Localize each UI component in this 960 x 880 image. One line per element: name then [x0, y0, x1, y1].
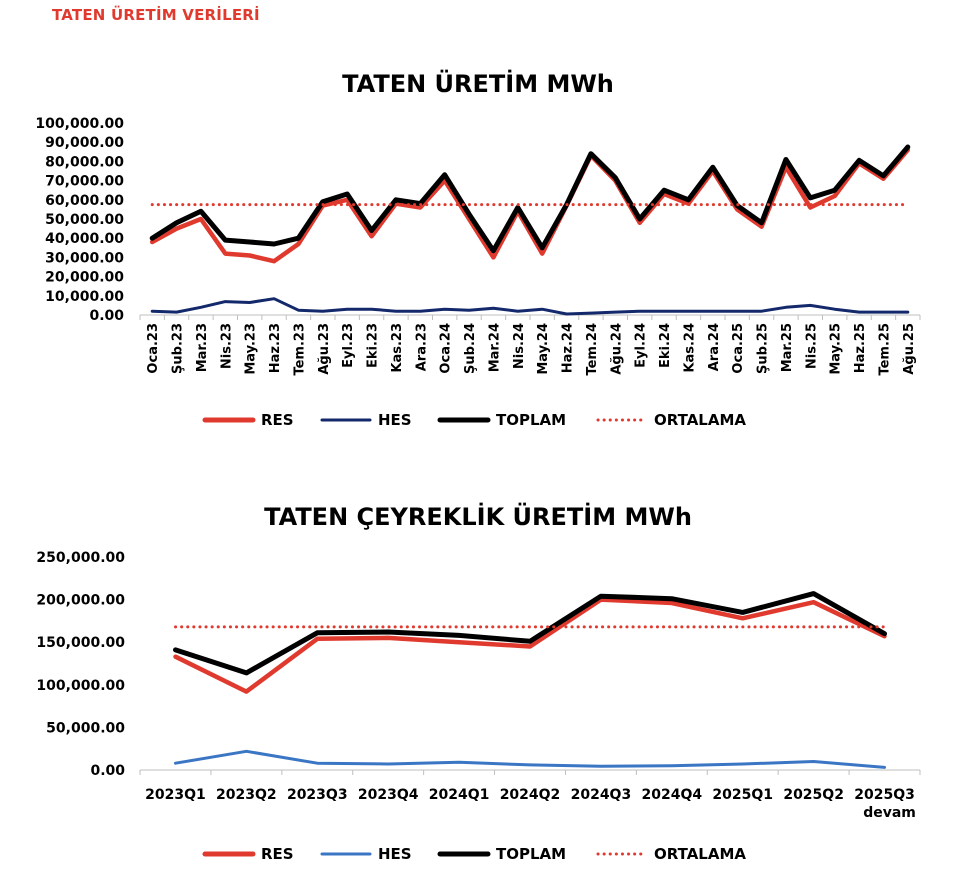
page-header: TATEN ÜRETİM VERİLERİ [52, 6, 260, 24]
x-tick-label: Oca.25 [731, 323, 746, 374]
y-tick-label: 10,000.00 [45, 289, 124, 305]
y-tick-label: 100,000.00 [36, 678, 125, 694]
x-tick-label: Oca.24 [439, 323, 454, 374]
x-tick-label: Şub.23 [171, 323, 186, 374]
x-tick-label: Ara.24 [707, 323, 722, 371]
y-tick-label: 20,000.00 [45, 270, 124, 286]
x-tick-label: Tem.23 [292, 323, 307, 376]
y-tick-label: 70,000.00 [45, 174, 124, 190]
x-tick-label: Kas.24 [682, 323, 697, 373]
x-tick-label: 2024Q1 [429, 787, 490, 803]
x-tick-label: devam [863, 805, 916, 821]
legend-label-hes: HES [378, 845, 412, 863]
y-tick-label: 40,000.00 [45, 231, 124, 247]
x-tick-label: Mar.24 [487, 323, 502, 372]
x-tick-label: 2023Q4 [358, 787, 419, 803]
chart-title: TATEN ÇEYREKLİK ÜRETİM MWh [264, 501, 692, 531]
x-tick-label: Şub.25 [756, 323, 771, 374]
x-tick-label: 2025Q1 [712, 787, 773, 803]
y-tick-label: 0.00 [89, 308, 124, 324]
x-tick-label: May.24 [536, 323, 551, 375]
y-tick-label: 90,000.00 [45, 135, 124, 151]
y-tick-label: 50,000.00 [45, 212, 124, 228]
y-tick-label: 0.00 [90, 763, 125, 779]
x-tick-label: Haz.25 [853, 323, 868, 373]
x-tick-label: Eki.24 [658, 323, 673, 368]
y-tick-label: 80,000.00 [45, 154, 124, 170]
x-tick-label: Mar.23 [195, 323, 210, 372]
series-line-hes [150, 297, 910, 316]
x-tick-label: Tem.25 [877, 323, 892, 376]
y-tick-label: 250,000.00 [36, 550, 125, 566]
x-tick-label: 2023Q3 [287, 787, 348, 803]
chart-title: TATEN ÜRETİM MWh [342, 68, 614, 98]
x-tick-label: 2023Q2 [216, 787, 277, 803]
series-line-toplam [173, 591, 887, 676]
x-tick-label: Nis.24 [512, 323, 527, 369]
legend-label-ortalama: ORTALAMA [654, 411, 746, 429]
x-tick-label: Ara.23 [414, 323, 429, 371]
x-tick-label: May.25 [829, 323, 844, 375]
x-tick-label: 2023Q1 [145, 787, 206, 803]
x-tick-label: Ağu.24 [609, 323, 624, 375]
legend-label-res: RES [261, 845, 294, 863]
y-tick-label: 60,000.00 [45, 193, 124, 209]
x-tick-label: Haz.24 [561, 323, 576, 373]
x-tick-label: Nis.23 [219, 323, 234, 369]
x-tick-label: Eyl.23 [341, 323, 356, 368]
x-tick-label: 2024Q4 [642, 787, 703, 803]
x-tick-label: Tem.24 [585, 323, 600, 376]
series-line-hes [174, 749, 886, 769]
series-line-toplam [149, 144, 911, 254]
x-tick-label: 2025Q2 [783, 787, 844, 803]
legend-label-hes: HES [378, 411, 412, 429]
x-tick-label: Nis.25 [804, 323, 819, 369]
x-tick-label: May.23 [244, 323, 259, 375]
x-tick-label: 2024Q2 [500, 787, 561, 803]
x-tick-label: Oca.23 [146, 323, 161, 374]
x-tick-label: Ağu.25 [902, 323, 917, 375]
y-tick-label: 50,000.00 [46, 720, 125, 736]
x-tick-label: 2025Q3 [854, 787, 915, 803]
y-tick-label: 100,000.00 [35, 116, 124, 132]
legend-label-toplam: TOPLAM [496, 411, 566, 429]
x-tick-label: Şub.24 [463, 323, 478, 374]
monthly-production-chart: TATEN ÜRETİM MWh 100,000.00 90,000.00 80,0… [35, 68, 921, 429]
x-tick-label: Mar.25 [780, 323, 795, 372]
x-tick-label: Eki.23 [366, 323, 381, 368]
x-tick-label: Kas.23 [390, 323, 405, 373]
x-tick-label: Eyl.24 [634, 323, 649, 368]
y-tick-label: 150,000.00 [36, 635, 125, 651]
quarterly-production-chart: TATEN ÇEYREKLİK ÜRETİM MWh 250,000.00 200… [36, 501, 921, 863]
y-tick-label: 200,000.00 [36, 593, 125, 609]
x-tick-label: 2024Q3 [571, 787, 632, 803]
legend-label-ortalama: ORTALAMA [654, 845, 746, 863]
x-tick-label: Haz.23 [268, 323, 283, 373]
legend-label-toplam: TOPLAM [496, 845, 566, 863]
legend-label-res: RES [261, 411, 294, 429]
series-line-res [173, 597, 887, 694]
x-tick-label: Ağu.23 [317, 323, 332, 375]
y-tick-label: 30,000.00 [45, 250, 124, 266]
